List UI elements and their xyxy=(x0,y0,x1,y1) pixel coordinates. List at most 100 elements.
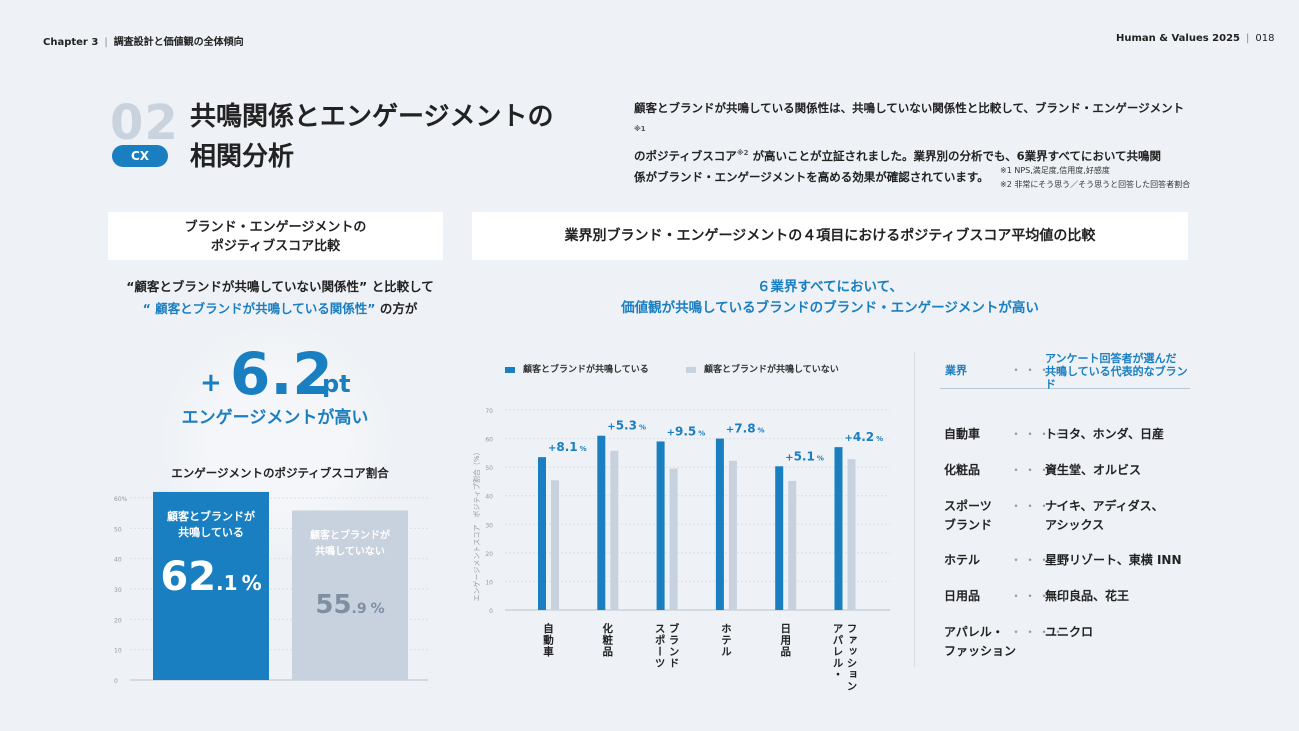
table-header-brands-line-1: アンケート回答者が選んだ xyxy=(1045,352,1177,365)
left-y-tick: 40 xyxy=(114,557,122,564)
row-dots: ・・・・ xyxy=(1010,463,1067,477)
vertical-divider xyxy=(914,352,915,667)
bar-nonresonant xyxy=(551,480,559,610)
chapter-label: Chapter 3 xyxy=(43,37,99,48)
category-label: 日用品 xyxy=(779,623,791,658)
row-dots: ・・・・ xyxy=(1010,589,1067,603)
highlight-plus: + xyxy=(200,368,222,398)
legend-nonresonant: 顧客とブランドが共鳴していない xyxy=(686,362,839,375)
table-row: 自動車 ・・・・ トヨタ、ホンダ、日産 xyxy=(940,425,1190,461)
footnote-1: ※1 NPS,満足度,信用度,好感度 xyxy=(1000,166,1110,175)
bar-label: 顧客とブランドが xyxy=(310,528,391,541)
brand-names: ナイキ、アディダス、 アシックス xyxy=(1045,499,1164,532)
category-label: ブランド xyxy=(668,622,680,669)
bar-resonant xyxy=(153,491,269,680)
left-lead: “顧客とブランドが共鳴していない関係性” と比較して “ 顧客とブランドが共鳴し… xyxy=(80,276,480,320)
industry-name: 日用品 xyxy=(944,589,981,603)
bar-resonant xyxy=(656,441,665,610)
right-lead: ６業界すべてにおいて、 価値観が共鳴しているブランドのブランド・エンゲージメント… xyxy=(480,277,1180,319)
bar-nonresonant xyxy=(669,468,678,610)
brand-names: ユニクロ xyxy=(1045,625,1094,639)
legend-swatch-resonant xyxy=(505,366,515,373)
category-label: ファッション xyxy=(846,623,858,692)
industry-name: アパレル・ ファッション xyxy=(944,625,1017,658)
report-title: Human & Values 2025 xyxy=(1116,33,1240,44)
brand-names: 資生堂、オルビス xyxy=(1045,463,1142,477)
desc-line-2b: が高いことが立証されました。業界別の分析でも、6業界すべてにおいて共鳴関 xyxy=(752,148,1162,163)
industry-name: 化粧品 xyxy=(944,463,981,477)
bar-resonant xyxy=(538,457,546,610)
legend-swatch-nonresonant xyxy=(686,366,696,373)
y-axis-label: エンゲージメントスコア ポジティブ割合（%） xyxy=(472,448,481,601)
right-panel-title: 業界別ブランド・エンゲージメントの４項目におけるポジティブスコア平均値の比較 xyxy=(472,212,1188,260)
table-header-brands-line-2: 共鳴している代表的なブランド xyxy=(1045,365,1188,391)
bar-value-label: 62.1% xyxy=(160,554,261,600)
right-y-tick: 40 xyxy=(485,494,493,501)
bar-nonresonant xyxy=(847,459,856,610)
category-label: ホテル xyxy=(720,623,732,658)
bar-value-label: 55.9% xyxy=(315,590,384,620)
industry-table: 業界 ・・・・ アンケート回答者が選んだ 共鳴している代表的なブランド 自動車・… xyxy=(940,352,1190,658)
table-header-industry: 業界 xyxy=(945,364,967,377)
difference-label: +7.8% xyxy=(726,422,765,436)
brand-names: 星野リゾート、東横 INN xyxy=(1045,553,1182,567)
left-title-line-2: ポジティブスコア比較 xyxy=(210,239,341,254)
right-y-tick: 10 xyxy=(485,579,493,586)
title-line-2: 相関分析 xyxy=(190,142,295,172)
footnote-mark-2: ※2 xyxy=(736,148,749,157)
table-row: スポーツ ブランド ・・・・ ナイキ、アディダス、 アシックス xyxy=(940,497,1190,551)
difference-label: +5.1% xyxy=(785,449,824,463)
difference-label: +4.2% xyxy=(845,430,884,444)
industry-name: 自動車 xyxy=(944,427,981,441)
left-lead-highlight: “ 顧客とブランドが共鳴している関係性” xyxy=(142,301,376,316)
bar-label: 共鳴していない xyxy=(315,544,385,557)
chapter-header: Chapter 3 | 調査設計と価値観の全体傾向 xyxy=(43,37,244,48)
right-lead-line-2: 価値観が共鳴しているブランドのブランド・エンゲージメントが高い xyxy=(621,300,1039,316)
desc-line-3: 係がブランド・エンゲージメントを高める効果が確認されています。 xyxy=(634,169,989,184)
row-dots: ・・・・ xyxy=(1010,427,1067,441)
brand-names: トヨタ、ホンダ、日産 xyxy=(1045,427,1165,441)
table-header-dots: ・・・・ xyxy=(1010,363,1067,377)
category-label: スポーツ xyxy=(654,623,666,669)
row-dots: ・・・・ xyxy=(1010,553,1067,567)
legend-resonant: 顧客とブランドが共鳴している xyxy=(505,362,649,375)
right-y-tick: 20 xyxy=(485,551,493,558)
page-title: 共鳴関係とエンゲージメントの 相関分析 xyxy=(190,97,553,177)
bar-label: 顧客とブランドが xyxy=(167,509,255,523)
page-number: 018 xyxy=(1255,33,1275,44)
category-label: 自動車 xyxy=(542,622,554,657)
table-row: アパレル・ ファッション ・・・・ ユニクロ xyxy=(940,623,1190,671)
left-panel-title: ブランド・エンゲージメントの ポジティブスコア比較 xyxy=(108,212,443,260)
left-y-tick: 10 xyxy=(114,648,122,655)
footnote-2: ※2 非常にそう思う／そう思うと回答した回答者割合 xyxy=(1000,180,1191,189)
bar-nonresonant xyxy=(788,480,797,610)
table-header: 業界 ・・・・ アンケート回答者が選んだ 共鳴している代表的なブランド xyxy=(940,352,1190,391)
industry-name: スポーツ ブランド xyxy=(944,499,993,532)
row-dots: ・・・・ xyxy=(1010,625,1067,639)
table-row: 化粧品 ・・・・ 資生堂、オルビス xyxy=(940,461,1190,497)
chapter-title: 調査設計と価値観の全体傾向 xyxy=(113,37,244,48)
report-header: Human & Values 2025 | 018 xyxy=(1116,33,1275,44)
right-y-tick: 50 xyxy=(485,465,493,472)
difference-label: +8.1% xyxy=(548,440,587,454)
table-row: 日用品 ・・・・ 無印良品、花王 xyxy=(940,587,1190,623)
right-y-tick: 70 xyxy=(485,408,493,415)
right-lead-line-1: ６業界すべてにおいて、 xyxy=(757,279,903,295)
left-y-tick: 50 xyxy=(114,526,122,533)
left-chart-title: エンゲージメントのポジティブスコア割合 xyxy=(171,466,389,480)
legend-label-resonant: 顧客とブランドが共鳴している xyxy=(523,365,649,375)
industry-name: ホテル xyxy=(944,553,981,567)
desc-line-2a: のポジティブスコア xyxy=(634,148,737,163)
right-y-tick: 0 xyxy=(489,608,493,615)
highlight-subtext: エンゲージメントが高い xyxy=(181,408,369,428)
left-lead-line-1: “顧客とブランドが共鳴していない関係性” と比較して xyxy=(126,279,434,294)
description: 顧客とブランドが共鳴している関係性は、共鳴していない関係性と比較して、ブランド・… xyxy=(634,98,1194,188)
left-y-tick: 30 xyxy=(114,587,122,594)
section-tag: CX xyxy=(112,145,168,167)
highlight-value: 6.2 xyxy=(230,340,333,408)
right-y-tick: 30 xyxy=(485,522,493,529)
bar-resonant xyxy=(834,447,843,610)
row-dots: ・・・・ xyxy=(1010,499,1067,513)
table-header-brands: アンケート回答者が選んだ 共鳴している代表的なブランド xyxy=(1045,352,1190,391)
